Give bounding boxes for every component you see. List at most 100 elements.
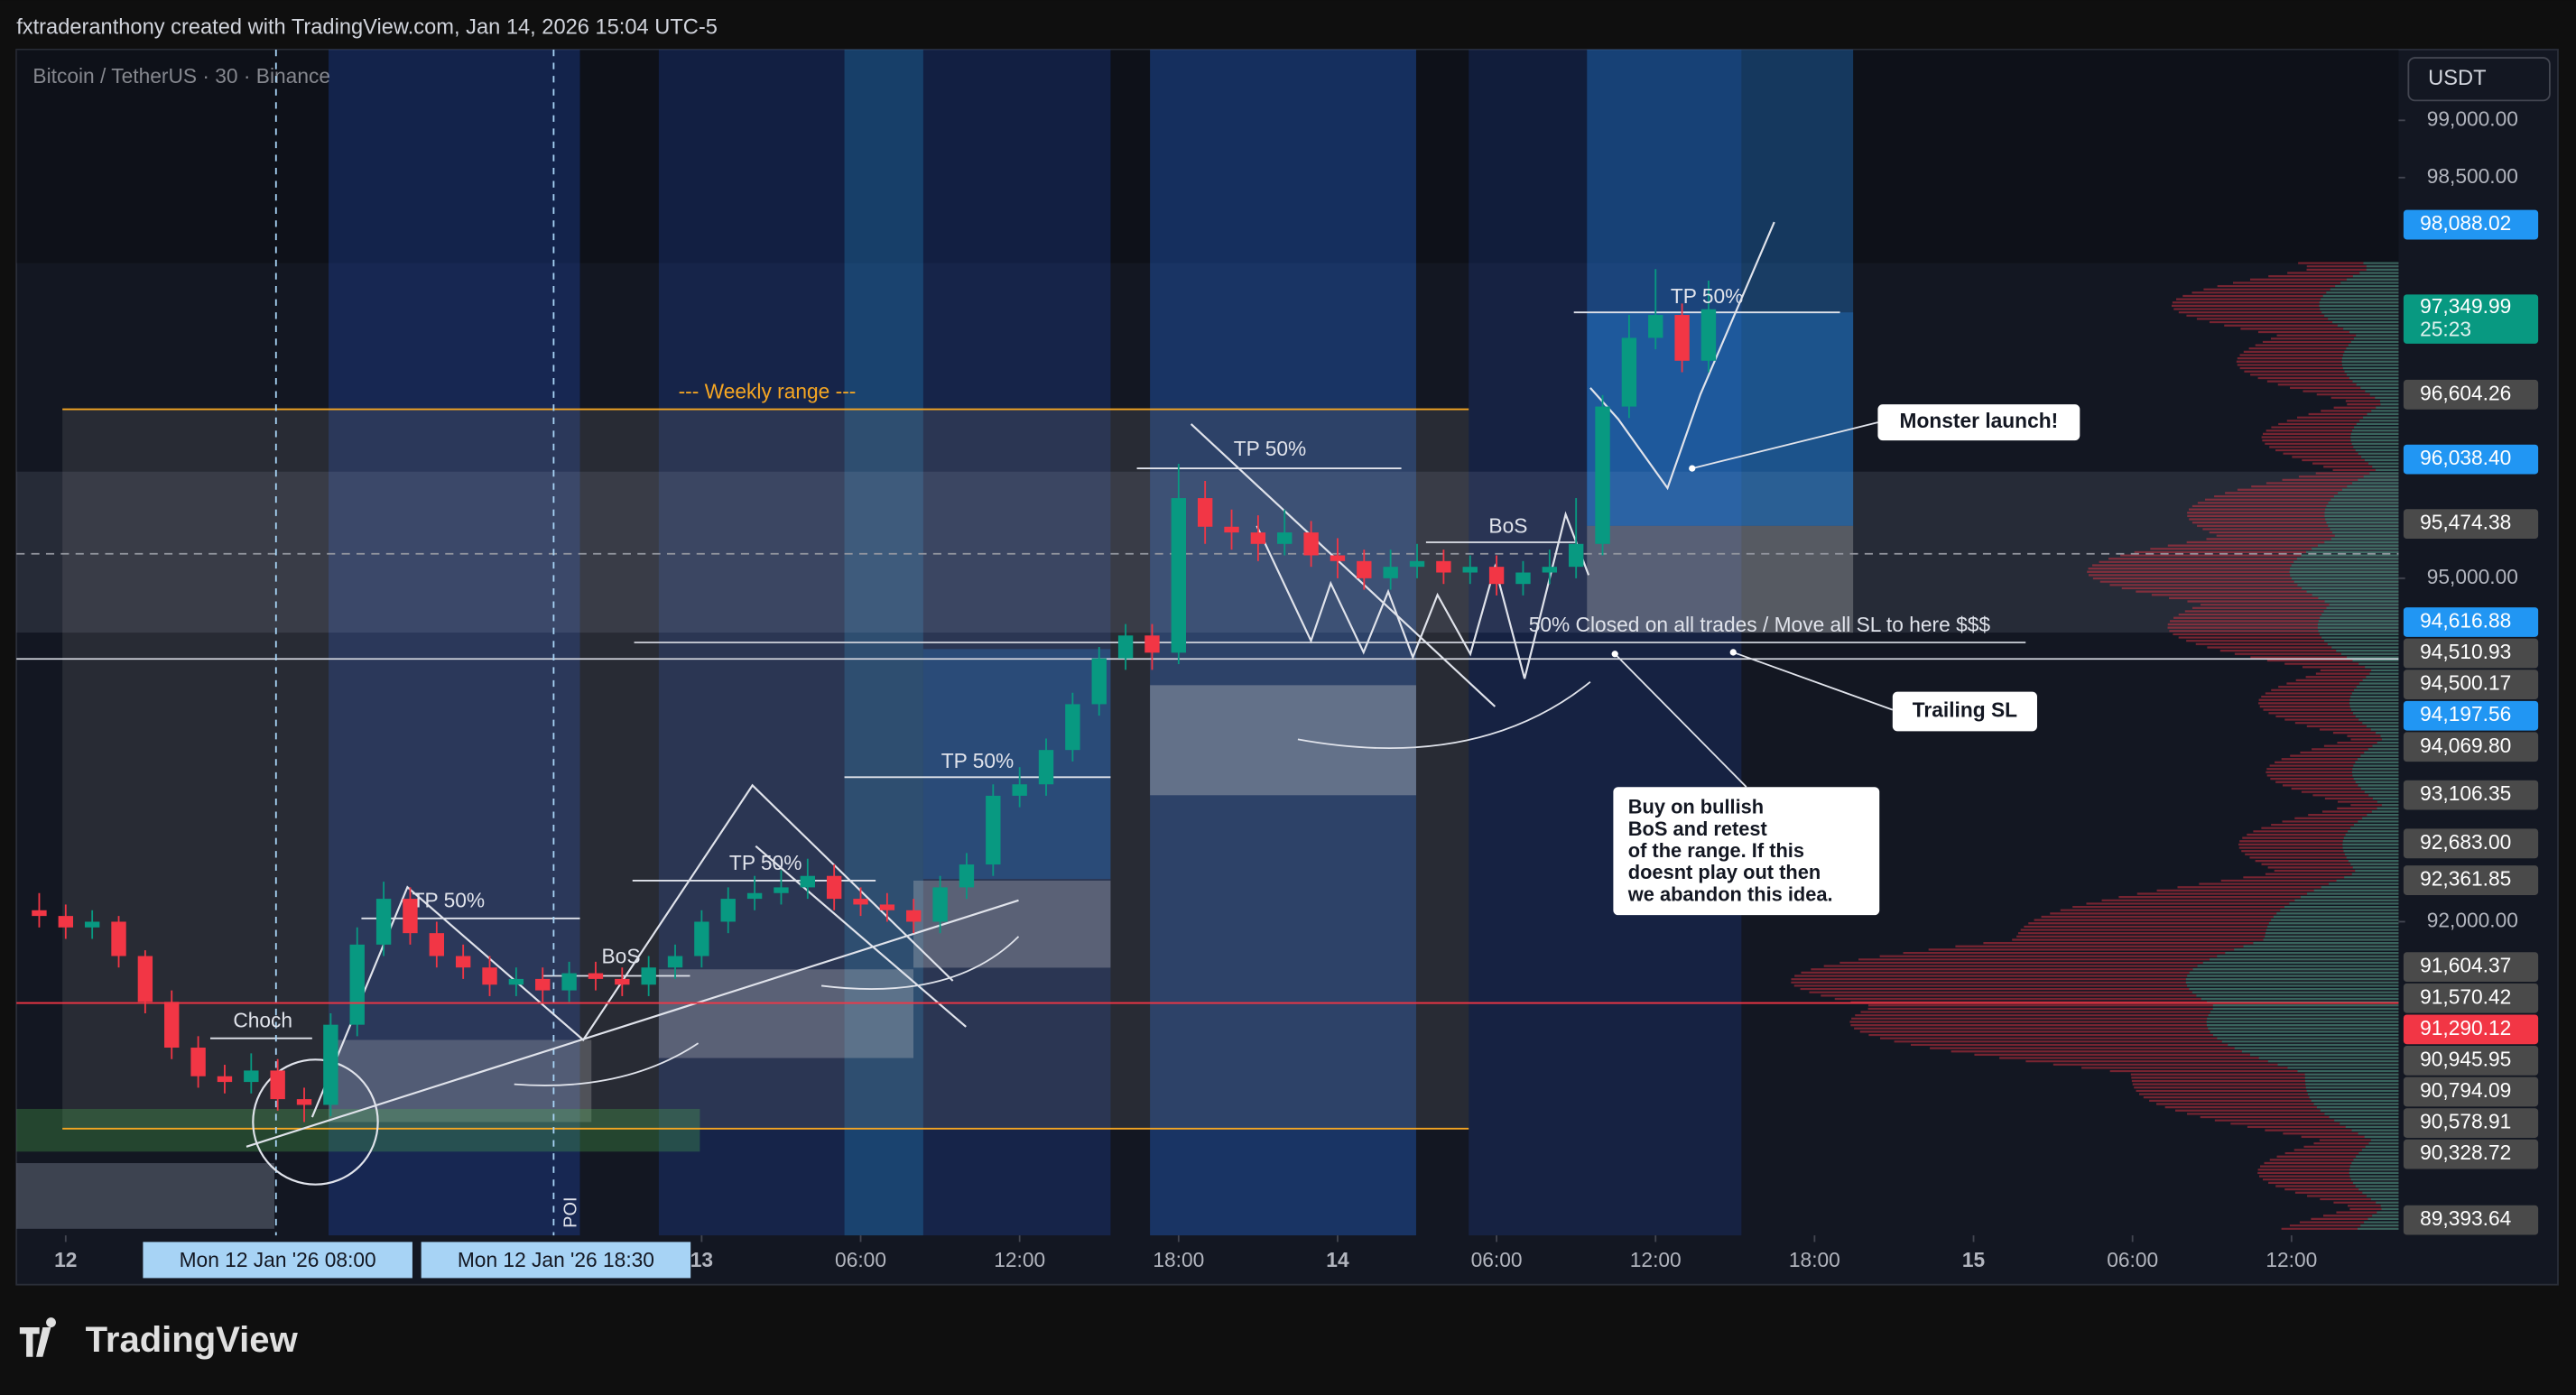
price-label: 91,604.37 [2420,954,2511,977]
candle-body [1171,498,1187,653]
logo-icon [19,1317,56,1357]
x-tick-label: 12:00 [1630,1248,1682,1271]
zone [16,1163,274,1229]
annotation: BoS [602,945,641,968]
callout-text: we abandon this idea. [1627,882,1833,905]
currency-button[interactable] [2407,57,2551,102]
x-tick-label: 15 [1962,1248,1986,1271]
crosshair-label-box [421,1242,691,1279]
candle-body [1197,498,1213,527]
drawing-line [1691,421,1878,469]
candle-body [84,921,100,928]
price-label-box [2403,983,2539,1013]
candle-body [508,978,524,985]
candle-body [826,875,842,900]
candle-body [323,1024,338,1105]
annotation: TP 50% [412,889,486,912]
candle-body [561,973,577,991]
credit: fxtraderanthony created with TradingView… [16,16,718,40]
price-label: 94,500.17 [2420,671,2511,695]
candle-body [349,944,365,1025]
x-tick-label: 18:00 [1153,1248,1204,1271]
candle-body [429,933,444,956]
price-label-box [2403,1205,2539,1235]
price-label-box [2403,700,2539,731]
annotation: TP 50% [729,851,802,874]
drawing-path [755,845,967,1028]
annotation: --- Weekly range --- [679,379,857,402]
candle-body [1224,526,1239,533]
candle-body [455,956,471,968]
logo-text: TradingView [86,1320,299,1360]
drawing-arrow [820,936,1020,990]
zone [329,49,580,1236]
zones [16,49,2399,1236]
zone [1587,525,1854,633]
candle-body [932,887,948,922]
candle-body [111,921,126,956]
price-label-box [2403,1046,2539,1076]
drawing-line [1732,651,1894,711]
candle-body [800,875,816,888]
callout-text: doesnt play out then [1628,861,1821,883]
drawing-path [1256,511,1590,679]
price-label: 97,349.99 [2420,294,2511,318]
zone [658,969,914,1058]
candle-body [588,973,604,979]
y-tick-label: 98,500.00 [2427,164,2518,188]
price-label: 94,616.88 [2420,608,2511,632]
callout-anchor [1729,649,1737,656]
drawing-circle [252,1058,379,1186]
candle-body [774,887,789,893]
drawing-line [1614,653,1747,788]
candle-body [1144,635,1160,653]
annotation: TP 50% [1671,284,1744,308]
candle-body [1436,560,1451,573]
zone [329,1039,592,1122]
symbol-title: Bitcoin / TetherUS · 30 · Binance [32,64,330,88]
candle-body [1091,658,1107,705]
candle-body [1409,560,1425,568]
x-tick-label: 06:00 [1471,1248,1523,1271]
price-label: 92,361.85 [2420,867,2511,891]
x-tick-label: 12 [54,1248,77,1271]
price-label-box [2403,670,2539,700]
x-tick-label: 06:00 [2107,1248,2158,1271]
annotation: POI [561,1196,581,1227]
price-label-box [2403,780,2539,810]
x-tick-label: 18:00 [1789,1248,1840,1271]
candle-body [1012,784,1027,796]
price-label-box [2403,444,2539,475]
x-tick-label: 12:00 [2266,1248,2317,1271]
x-tick-label: 12:00 [994,1248,1045,1271]
y-tick-label: 99,000.00 [2427,106,2518,130]
price-label-box [2403,607,2539,637]
plot: 99,000.00 98,500.00 95,000.00 92,000.00 12 13… [16,106,2539,1279]
annotation: 50% Closed on all trades / Move all SL t… [1529,613,1991,636]
price-label-box [2403,952,2539,983]
candle-body [1568,543,1584,568]
candle-body [853,899,868,905]
price-label-box [2403,638,2539,669]
candle-body [1595,406,1610,544]
candle-body [58,916,73,928]
price-label: 91,290.12 [2420,1016,2511,1039]
callout-text: of the range. If this [1628,839,1804,862]
price-label-box [2403,732,2539,762]
candle-body [1277,532,1293,544]
candle-body [535,978,551,991]
candle-body [1515,572,1531,585]
price-label: 94,197.56 [2420,702,2511,725]
callout-box [1877,404,2080,441]
candle-body [137,956,153,1002]
candle-body [1357,560,1372,578]
price-label: 90,328.72 [2420,1141,2511,1164]
candle-body [270,1070,285,1100]
candle-body [403,899,418,934]
candle-body [694,921,709,956]
candle-body [1330,555,1346,561]
candle-body [1700,309,1717,361]
currency[interactable]: USDT [2428,67,2486,90]
